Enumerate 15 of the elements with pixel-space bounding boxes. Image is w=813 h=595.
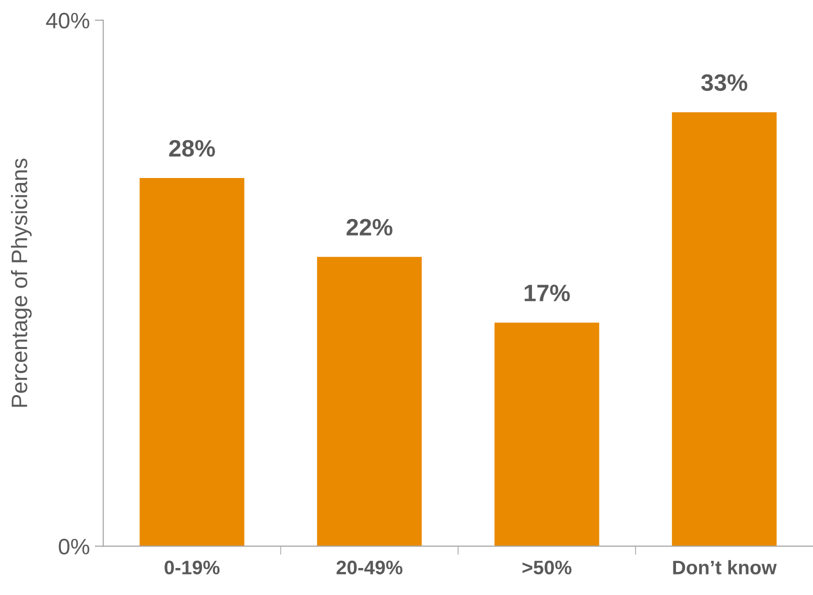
data-label: 22% (346, 218, 392, 236)
x-tick-label: 20-49% (336, 560, 402, 574)
bar (140, 178, 244, 546)
y-axis-title: Percentage of Physicians (10, 158, 32, 407)
x-tick-label: >50% (522, 560, 572, 574)
y-tick-label: 40% (46, 12, 90, 28)
data-label: 33% (701, 74, 748, 91)
y-tick-label: 0% (58, 538, 90, 554)
x-tick-label: Don’t know (673, 560, 777, 574)
bar (494, 322, 600, 546)
bar (672, 112, 777, 546)
data-label: 17% (524, 284, 570, 302)
data-label: 28% (169, 140, 215, 157)
x-tick-label: 0-19% (164, 560, 220, 574)
bar (317, 256, 422, 546)
